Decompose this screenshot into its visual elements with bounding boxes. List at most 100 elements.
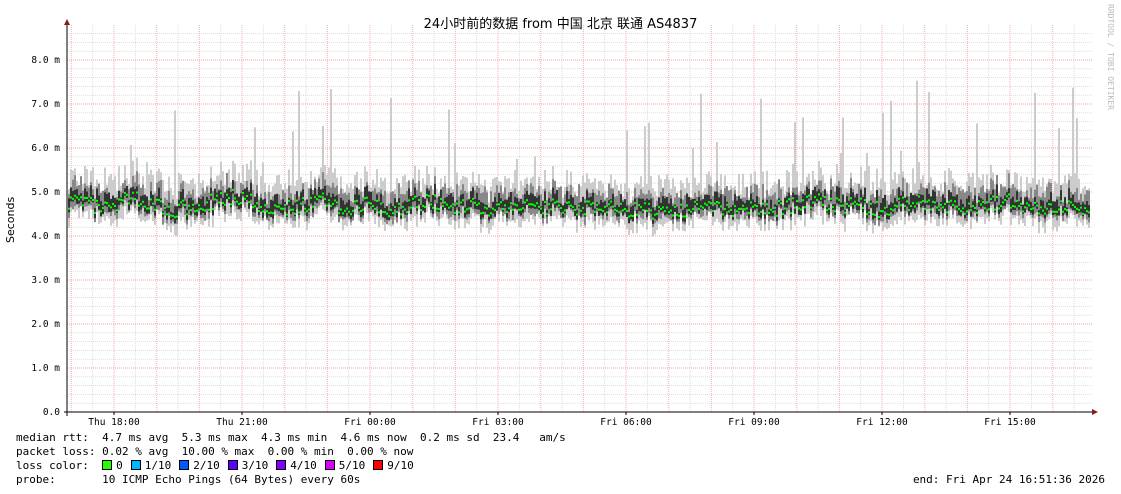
smoke-bar xyxy=(286,204,288,217)
median-point xyxy=(1060,200,1062,203)
median-point xyxy=(294,212,296,215)
median-point xyxy=(694,200,696,203)
median-point xyxy=(910,204,912,207)
median-point xyxy=(640,206,642,209)
median-point xyxy=(624,208,626,211)
median-point xyxy=(678,214,680,217)
smoke-bar xyxy=(1056,199,1058,216)
median-point xyxy=(170,214,172,217)
smoke-bar xyxy=(658,197,660,210)
x-axis-arrow xyxy=(1092,409,1098,415)
median-point xyxy=(224,203,226,206)
median-point xyxy=(852,202,854,205)
median-point xyxy=(198,204,200,207)
median-point xyxy=(1020,202,1022,205)
median-point xyxy=(898,197,900,200)
smoke-bar xyxy=(974,195,976,212)
smoke-bar xyxy=(348,199,350,217)
median-point xyxy=(594,210,596,213)
smoke-bar xyxy=(434,183,436,200)
smoke-bar xyxy=(416,197,418,211)
smoke-bar xyxy=(994,201,996,213)
median-point xyxy=(154,208,156,211)
smoke-bar xyxy=(738,196,740,212)
smoke-bar xyxy=(384,190,386,222)
median-point xyxy=(610,200,612,203)
smoke-bar xyxy=(714,191,716,210)
smoke-bar xyxy=(1022,204,1024,214)
median-point xyxy=(824,196,826,199)
smoke-bar xyxy=(726,201,728,212)
smoke-bar xyxy=(904,197,906,211)
smoke-bar xyxy=(422,197,424,211)
median-point xyxy=(328,199,330,202)
median-point xyxy=(630,214,632,217)
median-point xyxy=(348,210,350,213)
median-point xyxy=(954,200,956,203)
median-point xyxy=(334,199,336,202)
smoke-bar xyxy=(834,204,836,215)
smoke-bar xyxy=(942,194,944,214)
smoke-bar xyxy=(642,198,644,214)
median-point xyxy=(798,207,800,210)
smoke-bar xyxy=(374,201,376,214)
smoke-bar xyxy=(836,186,838,204)
smoke-bar xyxy=(584,202,586,217)
median-point xyxy=(150,198,152,201)
median-point xyxy=(476,203,478,206)
smoke-bar xyxy=(1050,191,1052,209)
smoke-bar xyxy=(842,117,844,224)
median-point xyxy=(548,203,550,206)
smoke-bar xyxy=(438,196,440,213)
smoke-bar xyxy=(958,187,960,216)
median-point xyxy=(120,198,122,201)
smoke-bar xyxy=(560,186,562,218)
smoke-bar xyxy=(314,187,316,202)
median-point xyxy=(88,199,90,202)
median-point xyxy=(1080,206,1082,209)
smoke-bar xyxy=(334,196,336,207)
median-point xyxy=(604,205,606,208)
median-point xyxy=(76,196,78,199)
smoke-bar xyxy=(454,143,456,230)
smoke-bar xyxy=(482,202,484,218)
smoke-bar xyxy=(226,172,228,200)
legend-label: packet loss: xyxy=(16,445,96,458)
median-point xyxy=(896,205,898,208)
smoke-bar xyxy=(932,190,934,208)
smoke-bar xyxy=(544,191,546,206)
smoke-bar xyxy=(220,190,222,199)
median-point xyxy=(708,201,710,204)
smoke-bar xyxy=(162,179,164,226)
median-point xyxy=(234,197,236,200)
legend-loss-color: loss color: 0 1/10 2/10 3/10 4/10 5/10 9/10 xyxy=(16,459,422,473)
median-point xyxy=(652,217,654,220)
smoke-bar xyxy=(182,189,184,204)
median-point xyxy=(492,207,494,210)
smoke-bar xyxy=(1034,92,1036,219)
median-point xyxy=(680,203,682,206)
median-point xyxy=(692,208,694,211)
median-point xyxy=(580,209,582,212)
median-point xyxy=(588,200,590,203)
median-point xyxy=(526,199,528,202)
median-point xyxy=(1082,212,1084,215)
median-point xyxy=(406,211,408,214)
smoke-bar xyxy=(116,199,118,213)
median-point xyxy=(128,202,130,205)
median-point xyxy=(714,202,716,205)
legend-value: 4.7 ms avg 5.3 ms max 4.3 ms min 4.6 ms … xyxy=(102,431,566,444)
median-point xyxy=(110,206,112,209)
smoke-bar xyxy=(174,110,176,236)
median-point xyxy=(452,203,454,206)
median-point xyxy=(560,207,562,210)
median-point xyxy=(726,203,728,206)
median-point xyxy=(96,199,98,202)
median-point xyxy=(378,211,380,214)
median-point xyxy=(770,208,772,211)
median-point xyxy=(300,202,302,205)
median-point xyxy=(960,210,962,213)
median-point xyxy=(190,209,192,212)
smoke-bar xyxy=(964,207,966,218)
smoke-bar xyxy=(792,192,794,202)
